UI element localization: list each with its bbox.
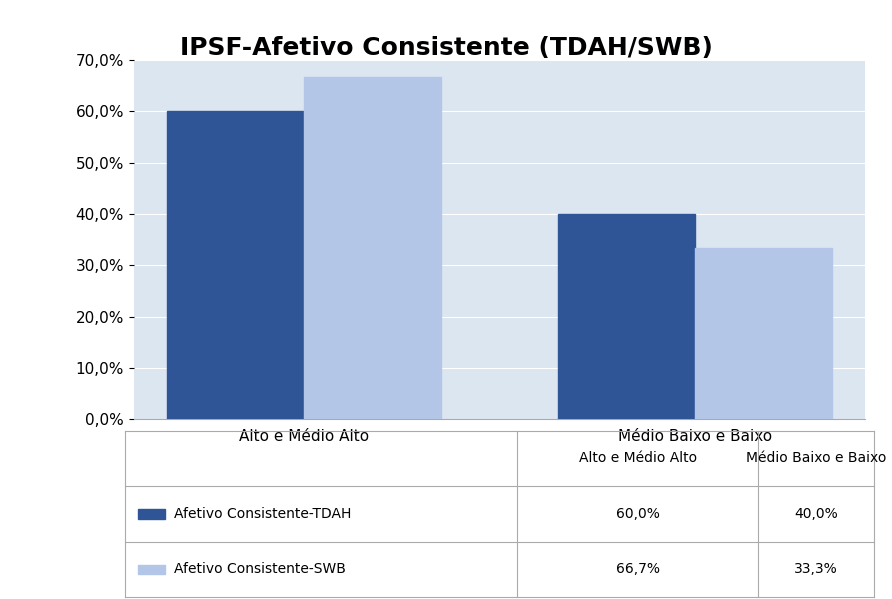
Text: 60,0%: 60,0% (615, 507, 660, 521)
Bar (695, 249, 832, 419)
Text: IPSF-Afetivo Consistente (TDAH/SWB): IPSF-Afetivo Consistente (TDAH/SWB) (179, 36, 713, 60)
Bar (138, 565, 165, 574)
Text: Afetivo Consistente-TDAH: Afetivo Consistente-TDAH (174, 507, 351, 521)
Bar (138, 509, 165, 519)
Bar (304, 77, 441, 419)
Text: 40,0%: 40,0% (794, 507, 838, 521)
Text: Alto e Médio Alto: Alto e Médio Alto (579, 451, 697, 465)
Text: 33,3%: 33,3% (794, 562, 838, 576)
Text: Médio Baixo e Baixo: Médio Baixo e Baixo (746, 451, 887, 465)
Text: Afetivo Consistente-SWB: Afetivo Consistente-SWB (174, 562, 346, 576)
Bar (558, 214, 695, 419)
Bar (167, 111, 304, 419)
Text: 66,7%: 66,7% (615, 562, 660, 576)
